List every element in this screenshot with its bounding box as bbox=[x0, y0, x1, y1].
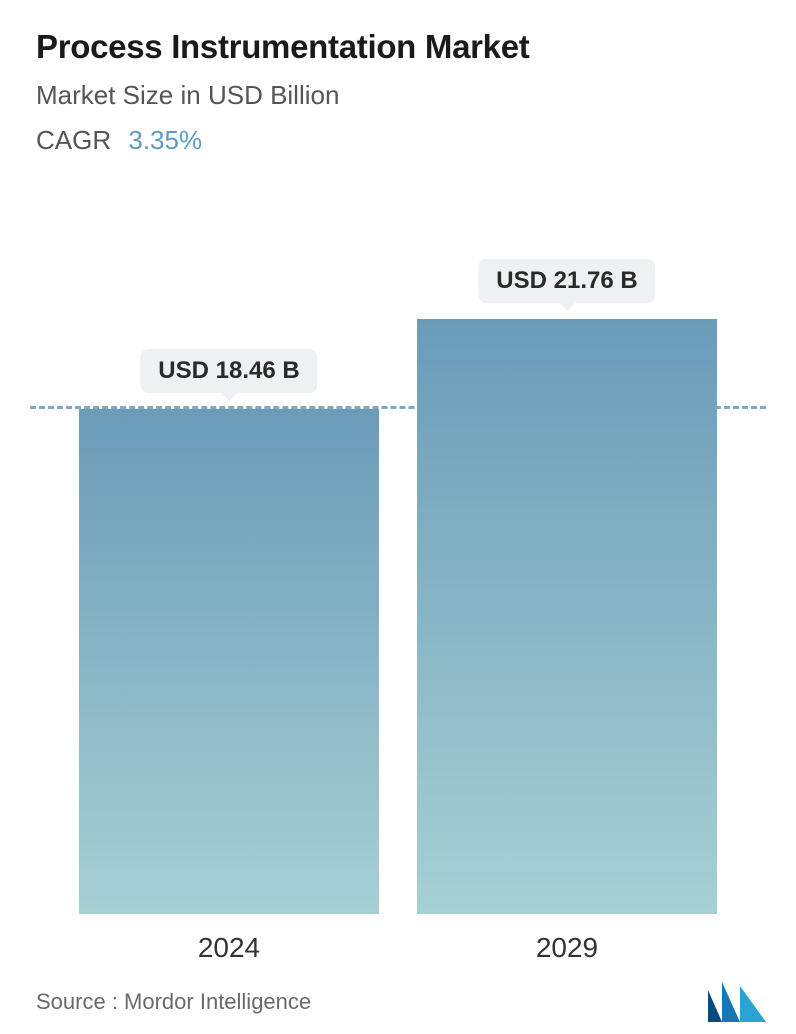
x-axis-label: 2029 bbox=[417, 932, 717, 964]
bar-fill bbox=[79, 409, 379, 914]
footer: Source : Mordor Intelligence bbox=[0, 980, 796, 1034]
bar-value-label: USD 18.46 B bbox=[140, 349, 317, 393]
chart-title: Process Instrumentation Market bbox=[36, 28, 760, 66]
header: Process Instrumentation Market Market Si… bbox=[0, 0, 796, 156]
cagr-value: 3.35% bbox=[128, 125, 202, 155]
chart-subtitle: Market Size in USD Billion bbox=[36, 80, 760, 111]
bar-fill bbox=[417, 319, 717, 914]
bar-value-label: USD 21.76 B bbox=[478, 259, 655, 303]
chart-area: USD 18.46 BUSD 21.76 B bbox=[0, 230, 796, 914]
cagr-label: CAGR bbox=[36, 125, 111, 155]
cagr-row: CAGR 3.35% bbox=[36, 125, 760, 156]
x-axis-labels: 2024 2029 bbox=[0, 932, 796, 964]
bar-slot: USD 21.76 B bbox=[417, 230, 717, 914]
brand-logo bbox=[708, 982, 766, 1022]
bars-container: USD 18.46 BUSD 21.76 B bbox=[0, 230, 796, 914]
bar: USD 21.76 B bbox=[417, 319, 717, 914]
x-axis-label: 2024 bbox=[79, 932, 379, 964]
bar: USD 18.46 B bbox=[79, 409, 379, 914]
bar-slot: USD 18.46 B bbox=[79, 230, 379, 914]
source-text: Source : Mordor Intelligence bbox=[36, 989, 311, 1015]
